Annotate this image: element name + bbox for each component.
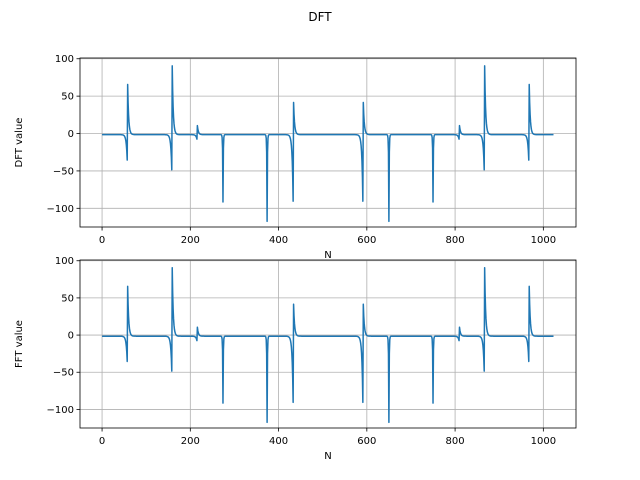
- fft-ytick-label: 0: [68, 331, 74, 342]
- fft-series-line: [101, 267, 554, 424]
- dft-xtick-label: 200: [181, 235, 200, 246]
- dft-xtick-label: 1000: [531, 235, 556, 246]
- fft-xtick-label: 200: [181, 436, 200, 447]
- dft-xlabel: N: [324, 250, 331, 261]
- dft-ytick-label: −100: [47, 204, 74, 215]
- dft-xtick-label: 0: [99, 235, 105, 246]
- fft-xtick-label: 0: [99, 436, 105, 447]
- fft-xtick-label: 400: [269, 436, 288, 447]
- fft-xtick-label: 800: [446, 436, 465, 447]
- fft-subplot: 0 200 400 600 800 1000 100 50 0 −50 −100 N FFT value: [14, 256, 577, 462]
- fft-xtick-label: 1000: [531, 436, 556, 447]
- figure-title: DFT: [308, 10, 332, 24]
- dft-ylabel: DFT value: [14, 118, 25, 168]
- dft-ytick-label: 50: [61, 92, 74, 103]
- fft-ytick-label: 100: [55, 256, 74, 267]
- dft-ytick-label: 0: [68, 129, 74, 140]
- dft-series-line: [101, 65, 554, 223]
- dft-ytick-label: −50: [53, 166, 74, 177]
- dft-ytick-label: 100: [55, 54, 74, 65]
- fft-ytick-label: −50: [53, 368, 74, 379]
- fft-ylabel: FFT value: [14, 320, 25, 368]
- dft-xtick-label: 800: [446, 235, 465, 246]
- dft-xtick-label: 600: [357, 235, 376, 246]
- fft-ytick-label: 50: [61, 293, 74, 304]
- dft-subplot: 0 200 400 600 800 1000 100 50 0 −50 −100 N DFT value: [14, 54, 577, 261]
- fft-xtick-label: 600: [357, 436, 376, 447]
- fft-axes-frame: [79, 259, 577, 429]
- fft-xlabel: N: [324, 451, 331, 462]
- dft-axes-frame: [79, 57, 577, 228]
- fft-ytick-label: −100: [47, 405, 74, 416]
- dft-xtick-label: 400: [269, 235, 288, 246]
